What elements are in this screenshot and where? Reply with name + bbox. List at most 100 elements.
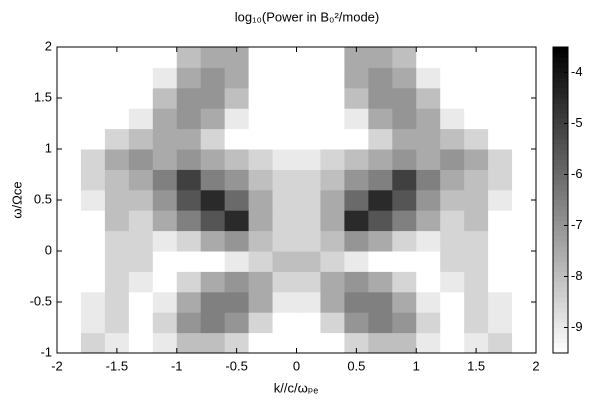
heat-cell xyxy=(224,108,250,130)
heat-cell xyxy=(392,332,417,354)
heat-cell xyxy=(176,291,202,313)
heat-cell xyxy=(344,149,369,170)
heat-cell xyxy=(176,271,202,293)
heat-cell xyxy=(128,230,154,252)
heat-cell xyxy=(224,87,250,109)
heat-cell xyxy=(464,47,489,68)
x-tick-label: -0.5 xyxy=(225,358,247,373)
heat-cell xyxy=(368,332,393,354)
heat-cell xyxy=(200,149,226,170)
colorbar-swatch xyxy=(553,57,568,63)
y-tick-label: 1 xyxy=(45,140,52,155)
heat-cell xyxy=(80,332,106,354)
heat-cell xyxy=(488,149,513,170)
heat-cell xyxy=(320,47,345,68)
y-tick-label: -1 xyxy=(40,344,52,359)
heat-cell xyxy=(272,87,297,109)
colorbar-swatch xyxy=(553,210,568,216)
heat-cell xyxy=(176,312,202,334)
heat-cell xyxy=(512,312,537,334)
heat-cell xyxy=(320,312,345,334)
heat-cell xyxy=(464,251,489,272)
heat-cell xyxy=(464,291,489,313)
colorbar-swatch xyxy=(553,143,568,150)
heat-cell xyxy=(272,189,297,211)
colorbar-swatch xyxy=(553,327,568,334)
heat-cell xyxy=(152,210,178,232)
heat-cell xyxy=(488,47,513,68)
heat-cell xyxy=(512,291,537,313)
colorbar-swatch xyxy=(553,307,568,313)
heat-cell xyxy=(392,47,417,68)
heat-cell xyxy=(80,210,106,232)
heat-cell xyxy=(128,271,154,293)
heat-cell xyxy=(200,108,226,130)
heat-cell xyxy=(152,67,178,89)
x-tick-label: -1.5 xyxy=(106,358,128,373)
heat-cell xyxy=(416,169,441,191)
heat-cell xyxy=(320,128,345,150)
colorbar-swatch xyxy=(553,103,568,109)
heat-cell xyxy=(80,108,106,130)
heat-cell xyxy=(440,108,465,130)
heat-cell xyxy=(80,128,106,150)
heat-cell xyxy=(344,230,369,252)
heat-cell xyxy=(152,312,178,334)
colorbar-swatch xyxy=(553,67,568,73)
colorbar-swatch xyxy=(553,128,568,135)
heat-cell xyxy=(272,332,297,354)
heat-cell xyxy=(272,169,297,191)
heat-cell xyxy=(104,108,130,130)
heat-cell xyxy=(320,108,345,130)
heat-cell xyxy=(296,47,321,68)
heat-cell xyxy=(272,67,297,89)
colorbar-swatch xyxy=(553,291,568,298)
heat-cell xyxy=(224,149,250,170)
colorbar-swatch xyxy=(553,184,568,191)
colorbar-swatch xyxy=(553,138,568,145)
heat-cell xyxy=(200,271,226,293)
heat-cell xyxy=(488,128,513,150)
heat-cell xyxy=(128,332,154,354)
heat-cell xyxy=(104,291,130,313)
heat-cell xyxy=(440,67,465,89)
heat-cell xyxy=(344,332,369,354)
heat-cell xyxy=(176,230,202,252)
colorbar-swatch xyxy=(553,164,568,170)
heat-cell xyxy=(464,312,489,334)
colorbar-swatch xyxy=(553,261,568,267)
colorbar-swatch xyxy=(553,159,568,165)
heat-cell xyxy=(344,87,369,109)
heat-cell xyxy=(272,312,297,334)
heat-cell xyxy=(296,271,321,293)
heat-cell xyxy=(296,332,321,354)
heat-cell xyxy=(104,332,130,354)
colorbar-swatch xyxy=(553,240,568,247)
colorbar-tick-label: -8 xyxy=(571,268,583,283)
heat-cell xyxy=(488,271,513,293)
heat-cell xyxy=(272,128,297,150)
heat-cell xyxy=(200,87,226,109)
colorbar-swatch xyxy=(553,271,568,277)
heat-cell xyxy=(128,312,154,334)
heat-cell xyxy=(464,230,489,252)
heat-cell xyxy=(416,87,441,109)
heat-cell xyxy=(176,189,202,211)
heat-cell xyxy=(80,230,106,252)
heat-cell xyxy=(296,189,321,211)
colorbar-swatch xyxy=(553,149,568,155)
heat-cell xyxy=(392,312,417,334)
heat-cell xyxy=(368,189,393,211)
y-tick-label: -0.5 xyxy=(30,293,52,308)
heat-cell xyxy=(152,251,178,272)
heat-cell xyxy=(224,312,250,334)
heat-cell xyxy=(200,210,226,232)
heat-cell xyxy=(296,67,321,89)
heat-cell xyxy=(104,230,130,252)
heat-cell xyxy=(416,189,441,211)
heat-cell xyxy=(392,149,417,170)
heat-cell xyxy=(104,251,130,272)
heat-cell xyxy=(57,210,82,232)
colorbar-swatch xyxy=(553,276,568,283)
